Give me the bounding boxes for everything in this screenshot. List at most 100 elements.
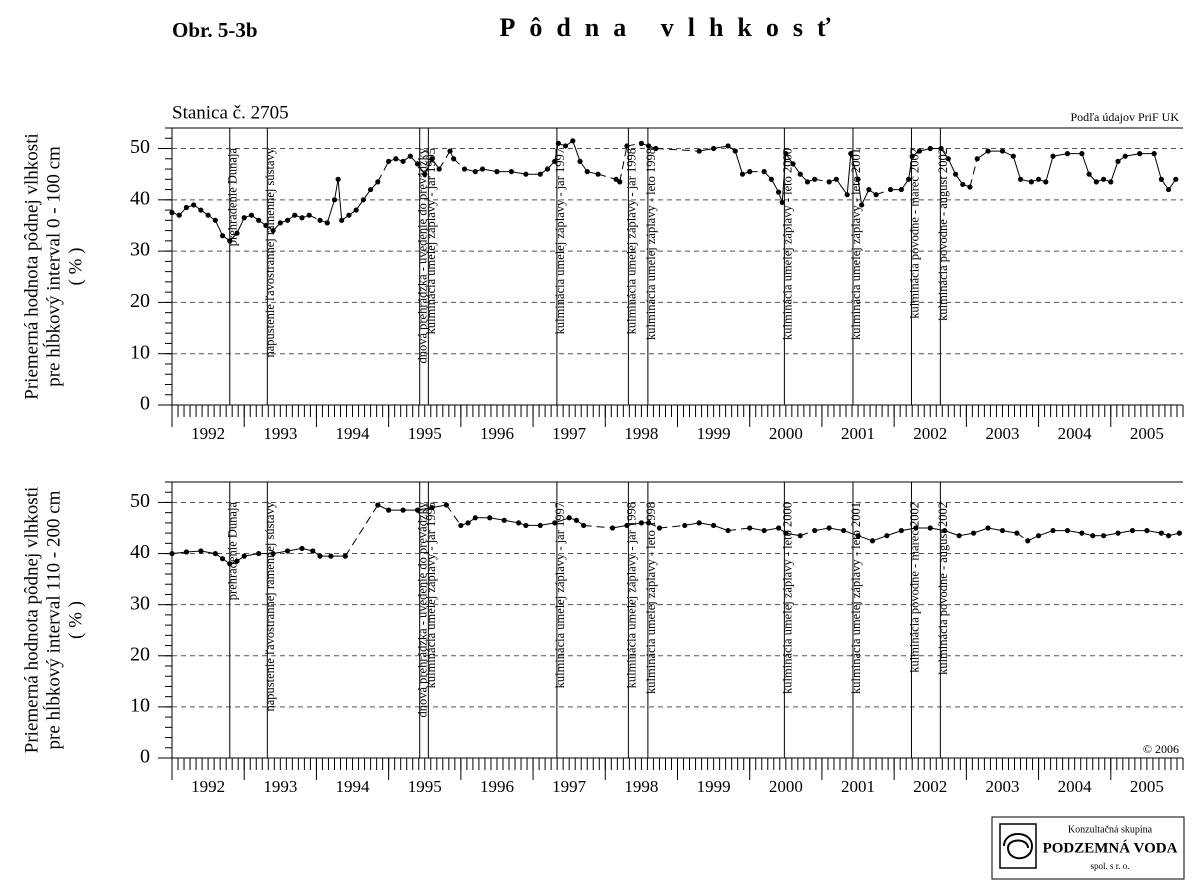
point — [779, 199, 785, 205]
point — [790, 161, 796, 167]
point — [1086, 171, 1092, 177]
x-tick-label: 1995 — [408, 777, 442, 796]
point — [898, 186, 904, 193]
x-tick-label: 2000 — [769, 424, 803, 443]
point — [1122, 153, 1128, 159]
point — [277, 220, 283, 226]
event-label: kulminácia povodne - august 2002 — [936, 502, 950, 675]
point — [761, 527, 767, 534]
point — [191, 202, 197, 208]
logo-line1: Konzultačná skupina — [1068, 824, 1153, 835]
point — [570, 138, 576, 144]
point — [747, 525, 753, 531]
y-tick-label: 50 — [130, 136, 150, 158]
gap-connector — [583, 524, 613, 529]
x-tick-label: 2001 — [841, 424, 875, 443]
point — [1115, 530, 1121, 536]
gap-connector — [800, 530, 815, 537]
x-tick-label: 2002 — [913, 424, 947, 443]
point — [234, 558, 240, 564]
point — [584, 169, 590, 175]
point — [324, 220, 330, 226]
point — [429, 156, 435, 162]
point — [970, 530, 977, 536]
point — [974, 156, 980, 162]
point — [331, 197, 338, 203]
point — [938, 145, 944, 152]
point — [1010, 153, 1016, 159]
gap-connector — [453, 158, 465, 170]
point — [1108, 179, 1114, 185]
point — [1064, 151, 1071, 157]
point — [1144, 527, 1150, 534]
point — [884, 533, 890, 539]
event-label: kulminácia umelej záplavy - leto 2001 — [849, 148, 863, 340]
point — [508, 169, 515, 175]
point — [797, 533, 803, 539]
point — [465, 520, 471, 526]
point — [638, 140, 644, 146]
point — [447, 148, 453, 154]
point — [1050, 153, 1056, 159]
x-tick-label: 1993 — [263, 777, 297, 796]
y-tick-label: 30 — [130, 239, 150, 261]
point — [353, 207, 359, 213]
point — [219, 556, 226, 562]
event-label: kulminácia umelej záplavy - leto 2000 — [780, 148, 794, 340]
x-tick-label: 2005 — [1130, 424, 1164, 443]
x-tick-label: 1992 — [191, 777, 225, 796]
point — [855, 533, 861, 539]
point — [909, 153, 915, 159]
point — [479, 166, 486, 172]
point — [840, 527, 847, 534]
point — [183, 549, 190, 555]
point — [1137, 151, 1143, 157]
point — [833, 176, 839, 182]
point — [1158, 530, 1164, 536]
x-tick-label: 1994 — [336, 777, 371, 796]
x-tick-label: 2004 — [1058, 424, 1093, 443]
point — [501, 517, 507, 523]
point — [573, 517, 580, 523]
x-tick-label: 1997 — [552, 424, 587, 443]
gap-connector — [438, 150, 451, 170]
point — [400, 158, 406, 164]
y-tick-label: 0 — [140, 746, 150, 768]
point — [804, 179, 811, 185]
x-tick-label: 1997 — [552, 777, 587, 796]
point — [414, 507, 421, 513]
point — [555, 140, 561, 146]
axis-frame — [171, 127, 1183, 406]
y-axis-label: pre hĺbkový interval 0 - 100 cm — [42, 146, 64, 387]
point — [461, 166, 468, 172]
page-title: Pôdna vlhkosť — [499, 13, 844, 42]
point — [844, 192, 850, 198]
line — [171, 204, 310, 242]
gap-connector — [344, 504, 379, 557]
gap-connector — [969, 158, 978, 188]
point — [1158, 176, 1164, 182]
series — [169, 138, 1179, 244]
point — [256, 217, 262, 223]
gap-connector — [814, 178, 830, 183]
event-label: kulminácia umelej záplavy - jar 1997 — [553, 148, 567, 334]
point — [952, 171, 959, 177]
point — [956, 533, 962, 539]
logo-icon — [999, 823, 1037, 869]
point — [414, 161, 421, 167]
point — [898, 527, 904, 534]
point — [472, 515, 478, 521]
point — [783, 151, 789, 157]
point — [328, 553, 334, 559]
event-label: prehradenie Dunaja — [226, 502, 240, 601]
point — [826, 179, 832, 185]
x-tick-label: 2003 — [985, 424, 1019, 443]
point — [400, 507, 406, 513]
point — [1115, 158, 1121, 164]
point — [375, 502, 381, 508]
point — [1035, 176, 1042, 182]
point — [566, 515, 572, 521]
point — [523, 522, 529, 529]
y-axis-label: Priemerná hodnota pôdnej vlhkosti — [21, 487, 42, 753]
point — [761, 169, 767, 175]
